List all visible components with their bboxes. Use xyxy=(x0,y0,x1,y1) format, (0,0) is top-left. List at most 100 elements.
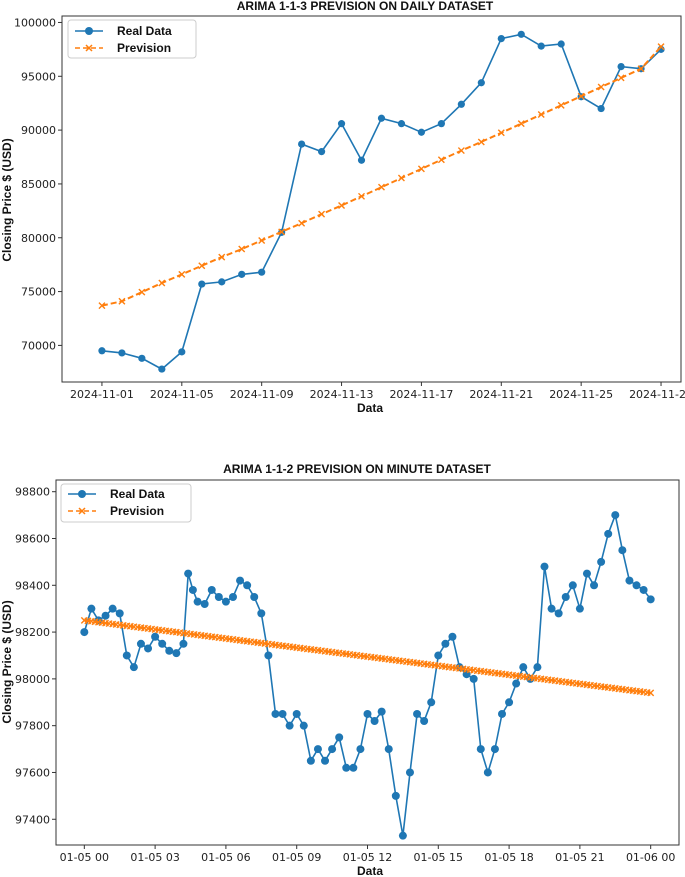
real-data-point xyxy=(349,763,358,772)
real-data-point xyxy=(313,745,322,754)
real-data-point xyxy=(172,649,181,658)
real-data-point xyxy=(557,40,565,48)
real-data-point xyxy=(214,592,223,601)
y-tick-label: 97600 xyxy=(15,766,50,779)
real-data-point xyxy=(575,604,584,613)
prevision-point xyxy=(138,288,146,296)
real-data-point xyxy=(238,270,246,278)
real-data-point xyxy=(554,609,563,618)
real-data-point xyxy=(397,120,406,128)
chart2-x-axis-label: Data xyxy=(357,864,383,877)
x-tick-label: 2024-11-01 xyxy=(70,388,134,401)
real-data-point xyxy=(469,674,478,683)
real-data-point xyxy=(200,600,209,609)
real-data-point xyxy=(236,576,245,585)
series-line-prevision xyxy=(84,619,651,694)
prevision-point xyxy=(617,74,625,82)
real-data-point xyxy=(632,581,641,590)
chart2-legend-real-marker xyxy=(78,490,86,498)
prevision-point xyxy=(118,297,126,305)
real-data-point xyxy=(258,268,266,276)
real-data-point xyxy=(505,698,514,707)
x-tick-label: 01-05 12 xyxy=(343,851,392,864)
real-data-point xyxy=(250,592,259,601)
chart1-legend-prev-marker xyxy=(85,44,93,52)
real-data-point xyxy=(337,120,346,128)
y-tick-label: 95000 xyxy=(21,70,56,83)
real-data-point xyxy=(207,585,216,594)
x-tick-label: 2024-11-13 xyxy=(310,388,374,401)
real-data-point xyxy=(517,30,525,38)
y-tick-label: 98800 xyxy=(15,486,50,499)
real-data-point xyxy=(122,651,131,660)
real-data-point xyxy=(391,791,400,800)
real-data-point xyxy=(490,745,499,754)
y-tick-label: 75000 xyxy=(21,286,56,299)
real-data-point xyxy=(413,709,422,718)
real-data-point xyxy=(298,140,306,148)
real-data-point xyxy=(306,756,315,765)
real-data-point xyxy=(257,609,266,618)
y-tick-label: 80000 xyxy=(21,232,56,245)
real-data-point xyxy=(271,709,280,718)
real-data-point xyxy=(370,716,379,725)
real-data-point xyxy=(278,709,287,718)
chart1-title: ARIMA 1-1-3 PREVISION ON DAILY DATASET xyxy=(237,0,494,13)
chart2-plot-area xyxy=(55,479,680,846)
x-tick-label: 01-05 03 xyxy=(130,851,179,864)
real-data-point xyxy=(441,639,450,648)
prevision-point xyxy=(637,65,645,73)
real-data-point xyxy=(299,721,308,730)
chart2-legend-real-label: Real Data xyxy=(110,487,165,501)
chart2-legend-prev-label: Prevision xyxy=(110,504,164,518)
real-data-point xyxy=(561,592,570,601)
minute-chart: ARIMA 1-1-2 PREVISION ON MINUTE DATASET … xyxy=(0,462,680,877)
real-data-point xyxy=(540,562,549,571)
real-data-point xyxy=(264,651,273,660)
x-tick-label: 2024-11-29 xyxy=(629,388,685,401)
chart2-x-axis: 01-05 00 01-05 03 01-05 06 01-05 09 01-05 12… xyxy=(60,845,675,864)
y-tick-label: 85000 xyxy=(21,178,56,191)
series-line-real-data xyxy=(101,33,662,371)
real-data-point xyxy=(98,347,106,355)
real-data-point xyxy=(184,569,193,578)
prevision-point xyxy=(517,120,525,128)
x-tick-label: 2024-11-17 xyxy=(389,388,453,401)
prevision-point xyxy=(417,165,425,173)
x-tick-label: 01-05 00 xyxy=(60,851,109,864)
real-data-point xyxy=(115,609,124,618)
prevision-point xyxy=(158,279,166,287)
prevision-point xyxy=(238,245,246,253)
real-data-point xyxy=(178,348,186,356)
real-data-point xyxy=(519,663,528,672)
x-tick-label: 2024-11-21 xyxy=(469,388,533,401)
real-data-point xyxy=(604,529,613,538)
real-data-point xyxy=(427,698,436,707)
chart1-y-axis-label: Closing Price $ (USD) xyxy=(0,138,14,261)
real-data-point xyxy=(198,280,206,288)
real-data-point xyxy=(625,576,634,585)
real-data-point xyxy=(537,42,545,50)
prevision-point xyxy=(437,156,445,164)
real-data-point xyxy=(151,632,160,641)
real-data-point xyxy=(497,35,505,43)
chart1-plot-area xyxy=(61,15,682,383)
prevision-point xyxy=(218,253,226,261)
x-tick-label: 01-05 15 xyxy=(414,851,463,864)
prevision-point xyxy=(178,270,186,278)
prevision-point xyxy=(98,302,106,310)
real-data-point xyxy=(101,611,110,620)
real-data-point xyxy=(179,639,188,648)
real-data-point xyxy=(639,585,648,594)
real-data-point xyxy=(476,745,485,754)
real-data-point xyxy=(292,709,301,718)
real-data-point xyxy=(144,644,153,653)
real-data-point xyxy=(434,651,443,660)
chart1-x-axis-label: Data xyxy=(357,401,383,415)
x-tick-label: 2024-11-25 xyxy=(549,388,613,401)
x-tick-label: 2024-11-05 xyxy=(150,388,214,401)
chart1-legend-real-marker xyxy=(85,27,93,35)
daily-chart: ARIMA 1-1-3 PREVISION ON DAILY DATASET 7… xyxy=(0,0,685,415)
prevision-point xyxy=(557,101,565,109)
prevision-point xyxy=(397,174,405,182)
